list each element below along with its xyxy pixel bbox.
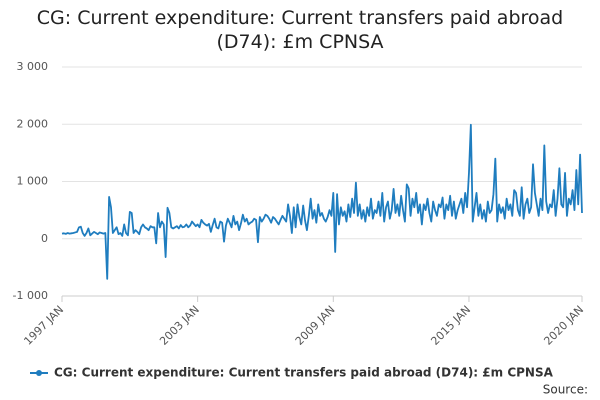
x-tick-label: 2020 JAN <box>541 303 586 348</box>
data-line <box>61 123 583 280</box>
y-tick-label: 1 000 <box>17 175 49 188</box>
legend-marker <box>36 370 42 376</box>
y-tick-label: 0 <box>41 232 48 245</box>
x-tick-label: 2015 JAN <box>428 303 473 348</box>
x-tick-label: 2003 JAN <box>157 303 202 348</box>
x-tick-label: 2009 JAN <box>293 303 338 348</box>
source: Source: <box>543 383 588 397</box>
legend-label: CG: Current expenditure: Current transfe… <box>54 366 554 380</box>
y-tick-label: -1 000 <box>13 289 48 302</box>
chart-title: CG: Current expenditure: Current transfe… <box>36 7 564 53</box>
y-tick-label: 3 000 <box>17 60 49 73</box>
x-tick-label: 1997 JAN <box>21 303 66 348</box>
y-tick-label: 2 000 <box>17 117 49 130</box>
